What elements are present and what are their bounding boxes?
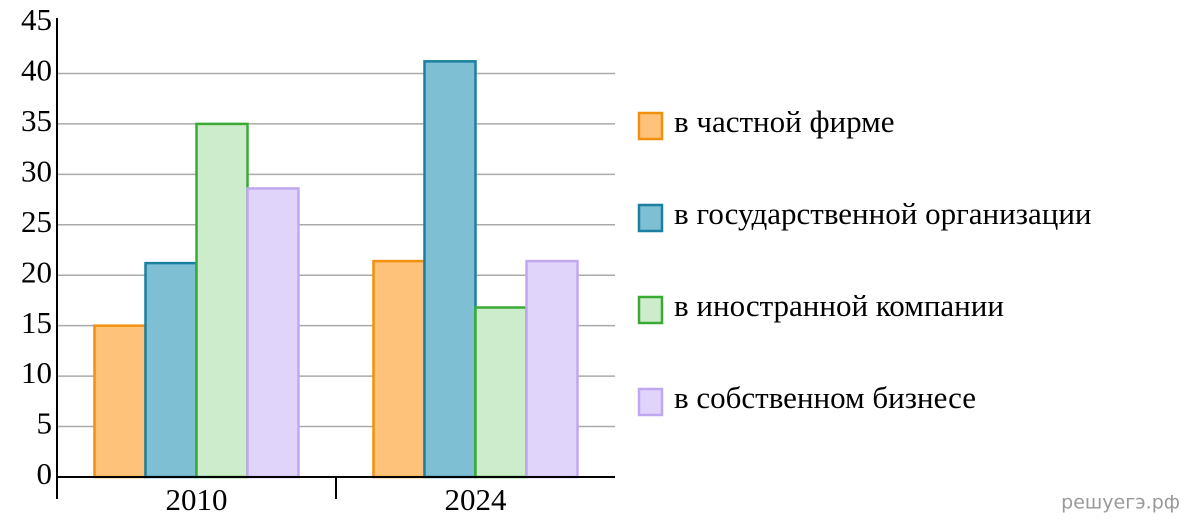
legend-swatch [637,203,664,233]
legend-label: в иностранной компании [674,288,1004,323]
bar [195,122,249,479]
bar [372,259,426,479]
legend-swatch [637,387,664,417]
y-tick-label: 5 [37,406,53,441]
y-tick-label: 30 [21,153,52,188]
bar [93,324,147,479]
y-tick-label: 15 [21,305,52,340]
bar [246,187,300,479]
y-tick-label: 45 [21,2,52,37]
y-tick-label: 10 [21,355,52,390]
bar [474,306,528,479]
legend-label: в частной фирме [674,104,895,139]
legend-label: в собственном бизнесе [674,380,976,415]
y-tick-label: 40 [21,53,52,88]
legend-label: в государственной организации [674,196,1092,231]
x-tick-label: 2024 [445,482,508,517]
watermark: решуегэ.рф [1061,492,1180,514]
y-tick-label: 20 [21,254,52,289]
y-tick-label: 0 [37,456,53,491]
legend-swatch [637,295,664,325]
bar [525,259,579,479]
bar [144,261,198,479]
y-tick-label: 25 [21,204,52,239]
x-tick-label: 2010 [166,482,228,517]
y-tick-label: 35 [21,103,52,138]
bar [423,60,477,479]
legend-swatch [637,111,664,141]
